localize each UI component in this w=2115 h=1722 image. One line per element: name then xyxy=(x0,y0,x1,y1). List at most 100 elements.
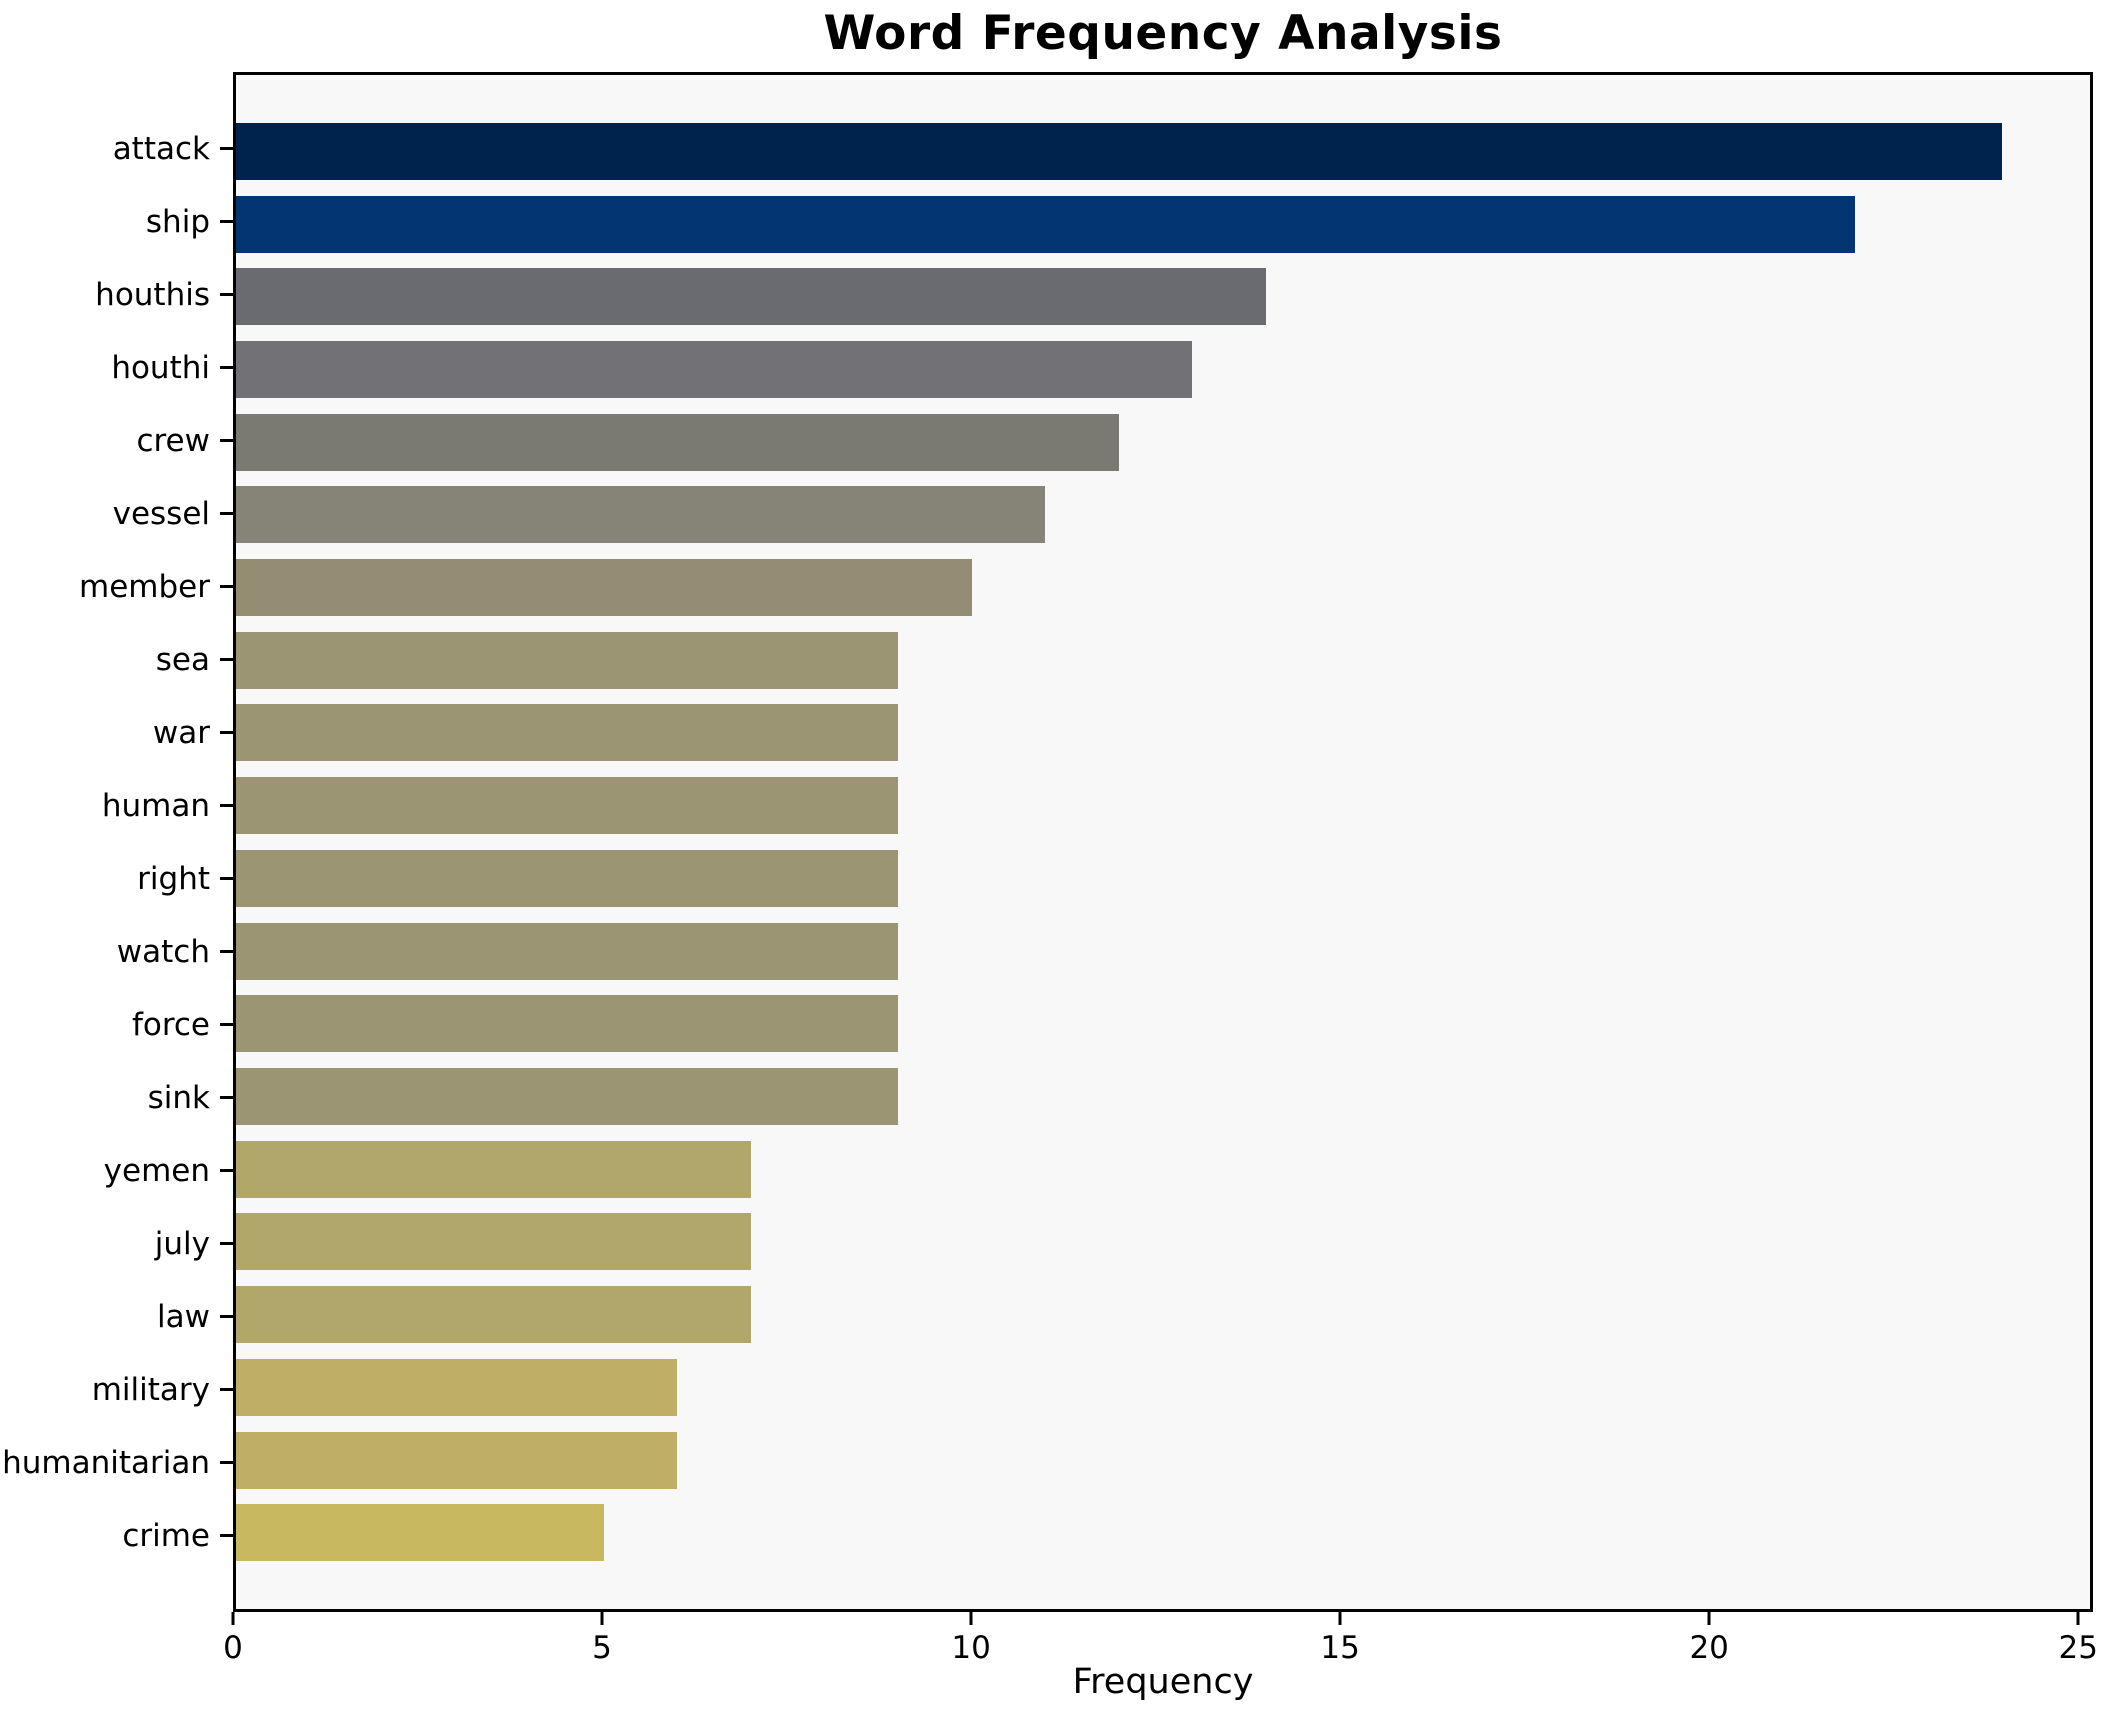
y-label-vessel: vessel xyxy=(112,495,210,532)
x-tick-mark-25 xyxy=(2076,1612,2080,1625)
y-label-houthis: houthis xyxy=(95,276,210,313)
y-label-military: military xyxy=(91,1371,210,1408)
y-label-sink: sink xyxy=(147,1079,210,1116)
bar-crew xyxy=(236,413,1119,471)
y-label-law: law xyxy=(157,1298,210,1335)
bar-law xyxy=(236,1286,751,1344)
bar-row-yemen xyxy=(236,1133,2090,1206)
y-label-houthi: houthi xyxy=(111,349,210,386)
x-tick-label-0: 0 xyxy=(223,1630,243,1666)
y-label-row-houthi: houthi xyxy=(0,331,233,404)
bar-july xyxy=(236,1213,751,1271)
bar-row-houthis xyxy=(236,260,2090,333)
y-tick-ship xyxy=(220,220,233,223)
y-tick-houthi xyxy=(220,366,233,369)
y-tick-humanitarian xyxy=(220,1461,233,1464)
x-axis-title: Frequency xyxy=(1072,1662,1254,1702)
x-tick-mark-5 xyxy=(600,1612,604,1625)
bar-human xyxy=(236,777,899,835)
y-label-sea: sea xyxy=(155,641,210,678)
bar-row-military xyxy=(236,1351,2090,1424)
bar-watch xyxy=(236,922,899,980)
y-label-crew: crew xyxy=(136,422,210,459)
bar-row-houthi xyxy=(236,333,2090,406)
y-label-yemen: yemen xyxy=(103,1152,210,1189)
y-label-row-military: military xyxy=(0,1353,233,1426)
bar-humanitarian xyxy=(236,1431,678,1489)
bar-war xyxy=(236,704,899,762)
y-label-row-right: right xyxy=(0,842,233,915)
x-tick-mark-20 xyxy=(1707,1612,1711,1625)
y-tick-sea xyxy=(220,658,233,661)
bar-member xyxy=(236,559,972,617)
y-label-row-sink: sink xyxy=(0,1061,233,1134)
y-label-row-july: july xyxy=(0,1207,233,1280)
y-label-attack: attack xyxy=(112,130,210,167)
chart-title: Word Frequency Analysis xyxy=(823,6,1503,61)
y-label-row-attack: attack xyxy=(0,112,233,185)
bar-attack xyxy=(236,122,2002,180)
y-label-watch: watch xyxy=(116,933,210,970)
y-tick-crew xyxy=(220,439,233,442)
bar-rows xyxy=(236,75,2090,1609)
bar-row-sink xyxy=(236,1060,2090,1133)
x-tick-mark-0 xyxy=(231,1612,235,1625)
bar-row-humanitarian xyxy=(236,1424,2090,1497)
y-tick-july xyxy=(220,1242,233,1245)
bar-row-crew xyxy=(236,406,2090,479)
bar-military xyxy=(236,1358,678,1416)
y-tick-military xyxy=(220,1388,233,1391)
bar-row-attack xyxy=(236,115,2090,188)
y-label-member: member xyxy=(79,568,210,605)
y-tick-watch xyxy=(220,950,233,953)
y-axis-labels: attack ship houthis houthi crew vessel member s… xyxy=(0,72,233,1612)
y-label-row-humanitarian: humanitarian xyxy=(0,1426,233,1499)
y-label-war: war xyxy=(152,714,210,751)
bar-row-watch xyxy=(236,915,2090,988)
x-tick-mark-10 xyxy=(969,1612,973,1625)
bar-vessel xyxy=(236,486,1046,544)
y-label-row-crime: crime xyxy=(0,1499,233,1572)
bar-row-war xyxy=(236,697,2090,770)
x-tick-label-25: 25 xyxy=(2058,1630,2098,1666)
y-label-row-crew: crew xyxy=(0,404,233,477)
y-tick-war xyxy=(220,731,233,734)
y-label-force: force xyxy=(131,1006,210,1043)
y-label-row-ship: ship xyxy=(0,185,233,258)
y-tick-force xyxy=(220,1023,233,1026)
y-tick-law xyxy=(220,1315,233,1318)
bar-row-sea xyxy=(236,624,2090,697)
bar-ship xyxy=(236,195,1855,253)
y-label-humanitarian: humanitarian xyxy=(2,1444,210,1481)
y-label-row-vessel: vessel xyxy=(0,477,233,550)
y-label-row-houthis: houthis xyxy=(0,258,233,331)
y-label-row-member: member xyxy=(0,550,233,623)
bar-sea xyxy=(236,631,899,689)
bar-yemen xyxy=(236,1140,751,1198)
x-tick-label-10: 10 xyxy=(951,1630,991,1666)
y-label-row-force: force xyxy=(0,988,233,1061)
bar-right xyxy=(236,849,899,907)
y-label-row-sea: sea xyxy=(0,623,233,696)
bar-row-right xyxy=(236,842,2090,915)
plot-area xyxy=(233,72,2093,1612)
y-label-crime: crime xyxy=(122,1517,210,1554)
y-tick-yemen xyxy=(220,1169,233,1172)
y-label-ship: ship xyxy=(145,203,210,240)
bar-row-ship xyxy=(236,188,2090,261)
y-tick-right xyxy=(220,877,233,880)
y-tick-crime xyxy=(220,1534,233,1537)
y-label-row-watch: watch xyxy=(0,915,233,988)
bar-houthis xyxy=(236,268,1266,326)
y-label-july: july xyxy=(154,1225,210,1262)
y-label-right: right xyxy=(137,860,210,897)
bar-crime xyxy=(236,1504,604,1562)
bar-row-human xyxy=(236,769,2090,842)
y-label-row-human: human xyxy=(0,769,233,842)
bar-row-vessel xyxy=(236,479,2090,552)
y-label-row-yemen: yemen xyxy=(0,1134,233,1207)
bar-sink xyxy=(236,1067,899,1125)
y-tick-attack xyxy=(220,147,233,150)
bar-row-law xyxy=(236,1278,2090,1351)
